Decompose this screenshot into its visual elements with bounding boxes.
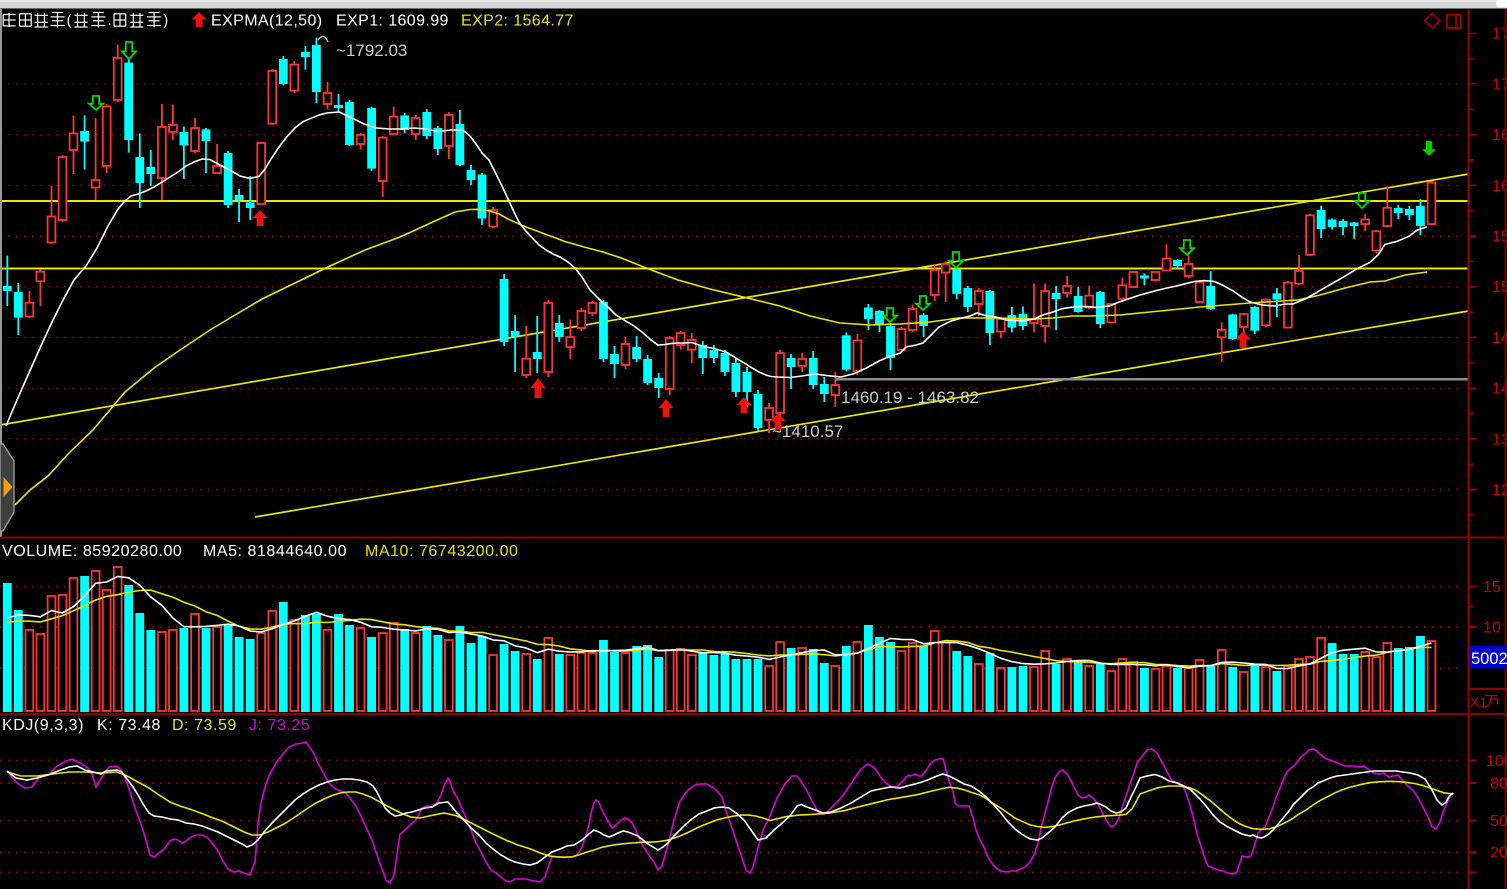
svg-text:EXP2: 1564.77: EXP2: 1564.77 (461, 13, 574, 30)
svg-text:16: 16 (1492, 178, 1507, 195)
svg-text:): ) (163, 12, 168, 29)
svg-text:(: ( (67, 12, 72, 29)
svg-text:13: 13 (1492, 431, 1507, 448)
svg-text:17: 17 (1492, 76, 1507, 93)
svg-text:~1792.03: ~1792.03 (336, 41, 407, 60)
svg-text:50: 50 (1490, 813, 1507, 830)
svg-text:15: 15 (1483, 579, 1501, 596)
svg-text:15: 15 (1492, 279, 1507, 296)
svg-text:K: 73.48: K: 73.48 (97, 717, 161, 734)
svg-text:20: 20 (1490, 845, 1507, 862)
svg-text:17: 17 (1492, 26, 1507, 43)
svg-text:1460.19 - 1463.82: 1460.19 - 1463.82 (841, 388, 979, 407)
svg-text:~1410.57: ~1410.57 (772, 422, 843, 441)
svg-text:15: 15 (1492, 229, 1507, 246)
svg-text:MA5: 81844640.00: MA5: 81844640.00 (203, 543, 347, 560)
svg-text:14: 14 (1492, 330, 1507, 347)
svg-text:VOLUME: 85920280.00: VOLUME: 85920280.00 (2, 543, 182, 560)
svg-text:EXPMA(12,50): EXPMA(12,50) (211, 13, 323, 30)
svg-text:12: 12 (1492, 482, 1507, 499)
svg-text:.: . (107, 12, 111, 29)
svg-text:10: 10 (1483, 620, 1501, 637)
svg-text:KDJ(9,3,3): KDJ(9,3,3) (2, 717, 84, 734)
svg-text:100: 100 (1486, 753, 1507, 770)
svg-text:EXP1: 1609.99: EXP1: 1609.99 (336, 13, 449, 30)
svg-text:14: 14 (1492, 381, 1507, 398)
svg-text:D: 73.59: D: 73.59 (172, 717, 237, 734)
svg-text:MA10: 76743200.00: MA10: 76743200.00 (365, 543, 518, 560)
svg-text:J: 73.25: J: 73.25 (249, 717, 310, 734)
svg-text:80: 80 (1490, 776, 1507, 793)
svg-text:16: 16 (1492, 127, 1507, 144)
svg-text:5002: 5002 (1471, 650, 1507, 668)
svg-text:X1: X1 (1470, 694, 1487, 710)
